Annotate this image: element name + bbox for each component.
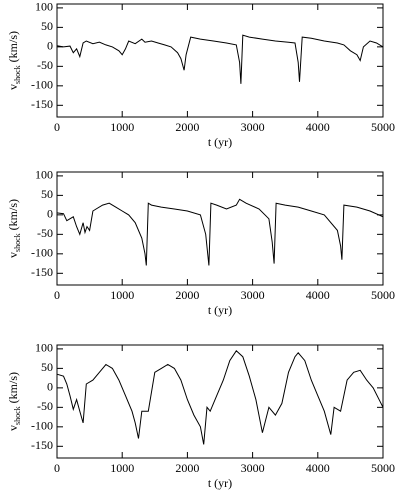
x-tick-label: 1000 bbox=[110, 120, 134, 134]
y-tick-label: -150 bbox=[31, 265, 53, 279]
x-tick-label: 1000 bbox=[110, 288, 134, 302]
y-tick-label: 50 bbox=[41, 187, 53, 201]
x-tick-label: 3000 bbox=[241, 461, 265, 475]
y-axis-label: vshock (km/s) bbox=[6, 372, 22, 431]
x-tick-label: 5000 bbox=[371, 461, 395, 475]
data-line bbox=[56, 350, 384, 445]
y-label-unit: (km/s) bbox=[6, 31, 20, 62]
plot-frame bbox=[56, 344, 384, 459]
x-tick-label: 4000 bbox=[306, 461, 330, 475]
x-axis-label: t (yr) bbox=[208, 303, 232, 317]
y-tick-label: -100 bbox=[31, 419, 53, 433]
y-label-main: v bbox=[6, 252, 20, 258]
y-tick-label: 0 bbox=[47, 39, 53, 53]
y-tick-label: -50 bbox=[37, 226, 53, 240]
x-tick-label: 2000 bbox=[175, 288, 199, 302]
x-axis-label: t (yr) bbox=[208, 135, 232, 149]
y-tick-label: -50 bbox=[37, 399, 53, 413]
x-tick-label: 5000 bbox=[371, 288, 395, 302]
y-tick-label: 50 bbox=[41, 19, 53, 33]
y-tick-label: 100 bbox=[35, 341, 53, 355]
plot-frame bbox=[56, 3, 384, 118]
y-tick-label: 0 bbox=[47, 207, 53, 221]
x-tick-label: 0 bbox=[54, 120, 60, 134]
x-tick-label: 5000 bbox=[371, 120, 395, 134]
y-tick-label: -50 bbox=[37, 58, 53, 72]
plot-frame bbox=[56, 171, 384, 286]
y-axis-label: vshock (km/s) bbox=[6, 199, 22, 258]
y-label-main: v bbox=[6, 425, 20, 431]
y-label-sub: shock bbox=[13, 406, 22, 425]
x-tick-label: 2000 bbox=[175, 120, 199, 134]
data-line bbox=[56, 198, 384, 266]
x-tick-label: 3000 bbox=[241, 288, 265, 302]
y-label-main: v bbox=[6, 84, 20, 90]
y-tick-label: -150 bbox=[31, 97, 53, 111]
x-tick-label: 2000 bbox=[175, 461, 199, 475]
x-tick-label: 4000 bbox=[306, 288, 330, 302]
y-tick-label: 100 bbox=[35, 168, 53, 182]
y-tick-label: 0 bbox=[47, 380, 53, 394]
y-tick-label: -150 bbox=[31, 438, 53, 452]
y-tick-label: 50 bbox=[41, 360, 53, 374]
y-label-sub: shock bbox=[13, 233, 22, 252]
y-tick-label: -100 bbox=[31, 246, 53, 260]
y-tick-label: 100 bbox=[35, 0, 53, 14]
data-line bbox=[56, 34, 384, 84]
y-tick-label: -100 bbox=[31, 78, 53, 92]
y-axis-label: vshock (km/s) bbox=[6, 31, 22, 90]
y-label-sub: shock bbox=[13, 65, 22, 84]
y-label-unit: (km/s) bbox=[6, 372, 20, 403]
x-tick-label: 0 bbox=[54, 288, 60, 302]
x-tick-label: 4000 bbox=[306, 120, 330, 134]
x-tick-label: 3000 bbox=[241, 120, 265, 134]
x-tick-label: 0 bbox=[54, 461, 60, 475]
x-tick-label: 1000 bbox=[110, 461, 134, 475]
y-label-unit: (km/s) bbox=[6, 199, 20, 230]
x-axis-label: t (yr) bbox=[208, 476, 232, 490]
